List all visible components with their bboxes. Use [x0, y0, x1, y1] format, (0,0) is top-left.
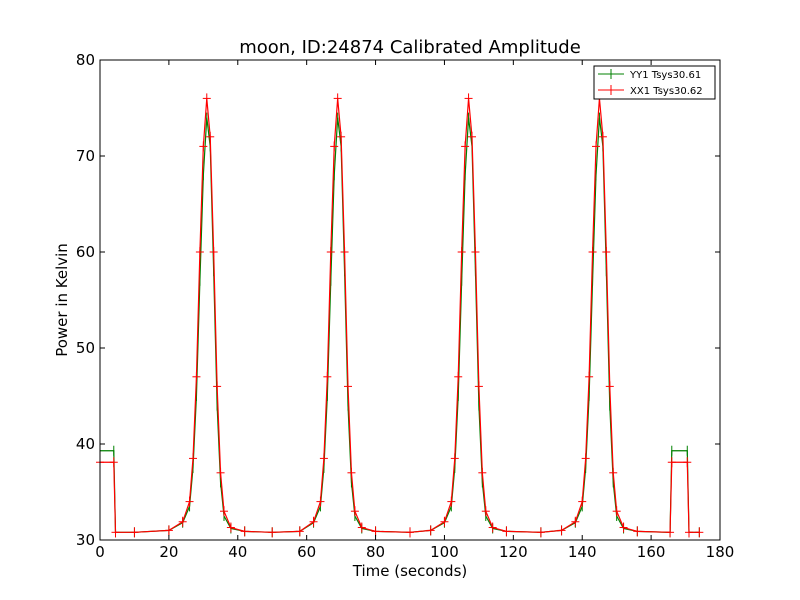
data-point-xx1 [488, 522, 497, 533]
data-point-xx1 [337, 131, 346, 142]
data-point-xx1 [440, 516, 449, 527]
x-tick-label: 160 [637, 543, 666, 561]
legend-label-yy1: YY1 Tsys30.61 [629, 70, 701, 81]
chart-title: moon, ID:24874 Calibrated Amplitude [239, 37, 581, 58]
axes-layer: 0 20 40 60 80 100 120 140 160 180 30 40 50 60 70 80 [76, 51, 734, 561]
data-point-xx1 [592, 141, 600, 152]
data-point-xx1 [340, 247, 349, 257]
data-point-xx1 [666, 527, 675, 538]
data-point-xx1 [195, 247, 204, 257]
data-point-xx1 [468, 131, 476, 142]
data-point-xx1 [685, 527, 693, 538]
series-line-xx1 [100, 98, 700, 533]
series-layer [96, 93, 704, 538]
y-tick-label: 50 [76, 339, 95, 357]
plot-area-frame [99, 59, 721, 541]
data-point-xx1 [602, 247, 611, 257]
data-point-xx1 [695, 527, 704, 538]
x-tick-label: 20 [159, 543, 178, 561]
data-point-xx1 [199, 141, 208, 152]
data-point-xx1 [213, 381, 222, 392]
data-point-xx1 [502, 526, 511, 537]
data-point-xx1 [578, 496, 587, 507]
x-tick-label: 0 [95, 543, 105, 561]
data-point-xx1 [330, 141, 339, 152]
data-point-xx1 [619, 522, 628, 533]
data-point-xx1 [111, 527, 120, 538]
x-tick-label: 40 [228, 543, 247, 561]
data-point-xx1 [598, 131, 607, 142]
data-point-xx1 [464, 93, 473, 104]
data-point-xx1 [612, 506, 621, 517]
data-point-xx1 [226, 522, 235, 533]
data-point-xx1 [474, 381, 483, 392]
y-tick-label: 30 [76, 531, 95, 549]
data-point-xx1 [454, 371, 463, 382]
data-point-xx1 [461, 141, 470, 152]
data-point-xx1 [605, 381, 614, 392]
data-point-xx1 [585, 371, 594, 382]
y-tick-label: 70 [76, 147, 95, 165]
data-point-xx1 [109, 457, 118, 468]
legend-box [593, 65, 716, 100]
data-point-xx1 [192, 371, 201, 382]
data-point-xx1 [164, 525, 173, 536]
data-point-xx1 [333, 93, 342, 104]
data-point-xx1 [481, 506, 490, 517]
data-point-xx1 [683, 457, 692, 468]
data-point-xx1 [130, 527, 139, 538]
y-tick-label: 60 [76, 243, 95, 261]
data-point-xx1 [316, 496, 325, 507]
data-point-xx1 [209, 247, 218, 257]
data-point-xx1 [557, 525, 566, 536]
data-point-xx1 [588, 247, 597, 257]
x-tick-label: 180 [706, 543, 735, 561]
data-point-xx1 [667, 457, 676, 468]
x-tick-label: 60 [297, 543, 316, 561]
data-point-xx1 [323, 371, 332, 382]
x-axis-title: Time (seconds) [352, 562, 468, 580]
x-tick-label: 140 [568, 543, 597, 561]
data-point-xx1 [216, 467, 225, 478]
data-point-xx1 [406, 527, 414, 538]
data-point-xx1 [350, 506, 359, 517]
data-point-xx1 [536, 527, 545, 538]
y-tick-label: 40 [76, 435, 95, 453]
data-point-xx1 [240, 526, 249, 537]
data-point-xx1 [450, 453, 459, 464]
data-point-xx1 [326, 247, 335, 257]
data-point-xx1 [571, 516, 580, 527]
y-tick-label: 80 [76, 51, 95, 69]
data-point-xx1 [202, 93, 211, 104]
data-point-xx1 [426, 525, 435, 536]
legend: YY1 Tsys30.61 XX1 Tsys30.62 [593, 65, 716, 100]
data-point-xx1 [295, 526, 304, 537]
data-point-xx1 [609, 467, 618, 478]
data-point-xx1 [220, 506, 228, 517]
data-point-xx1 [189, 453, 197, 464]
data-point-xx1 [268, 527, 277, 538]
x-tick-label: 100 [430, 543, 459, 561]
data-point-xx1 [457, 247, 466, 257]
data-point-xx1 [309, 516, 318, 527]
data-point-xx1 [206, 131, 215, 142]
legend-label-xx1: XX1 Tsys30.62 [630, 86, 703, 97]
data-point-xx1 [447, 496, 456, 507]
data-point-xx1 [633, 526, 642, 537]
data-point-xx1 [178, 516, 187, 527]
data-point-xx1 [319, 453, 328, 464]
x-tick-label: 120 [499, 543, 528, 561]
data-point-xx1 [344, 381, 352, 392]
data-point-xx1 [185, 496, 194, 507]
data-point-xx1 [371, 526, 380, 537]
data-point-xx1 [581, 453, 590, 464]
y-axis-title: Power in Kelvin [53, 243, 71, 357]
data-point-xx1 [357, 522, 366, 533]
data-point-xx1 [347, 467, 356, 478]
data-point-xx1 [471, 247, 480, 257]
x-tick-label: 80 [366, 543, 385, 561]
data-point-xx1 [478, 467, 487, 478]
